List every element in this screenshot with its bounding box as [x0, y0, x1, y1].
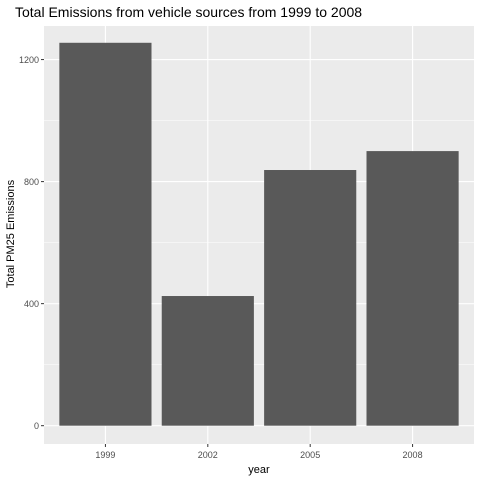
x-tick-label: 2005 — [300, 450, 320, 460]
x-axis: 1999 2002 2005 2008 — [95, 444, 423, 460]
bar-2005 — [264, 170, 357, 426]
y-axis: 0 400 800 1200 — [19, 55, 44, 431]
bar-1999 — [59, 42, 152, 426]
chart-title: Total Emissions from vehicle sources fro… — [15, 4, 362, 20]
y-tick-label: 1200 — [19, 55, 39, 65]
x-tick-label: 2008 — [403, 450, 423, 460]
y-tick-label: 0 — [34, 421, 39, 431]
y-tick-label: 800 — [24, 177, 39, 187]
x-tick-label: 2002 — [198, 450, 218, 460]
y-tick-label: 400 — [24, 299, 39, 309]
bar-2002 — [161, 296, 254, 426]
x-axis-title: year — [248, 464, 270, 476]
bar-2008 — [366, 151, 459, 426]
x-tick-label: 1999 — [95, 450, 115, 460]
bars — [59, 42, 459, 426]
y-axis-title: Total PM25 Emissions — [5, 179, 17, 288]
